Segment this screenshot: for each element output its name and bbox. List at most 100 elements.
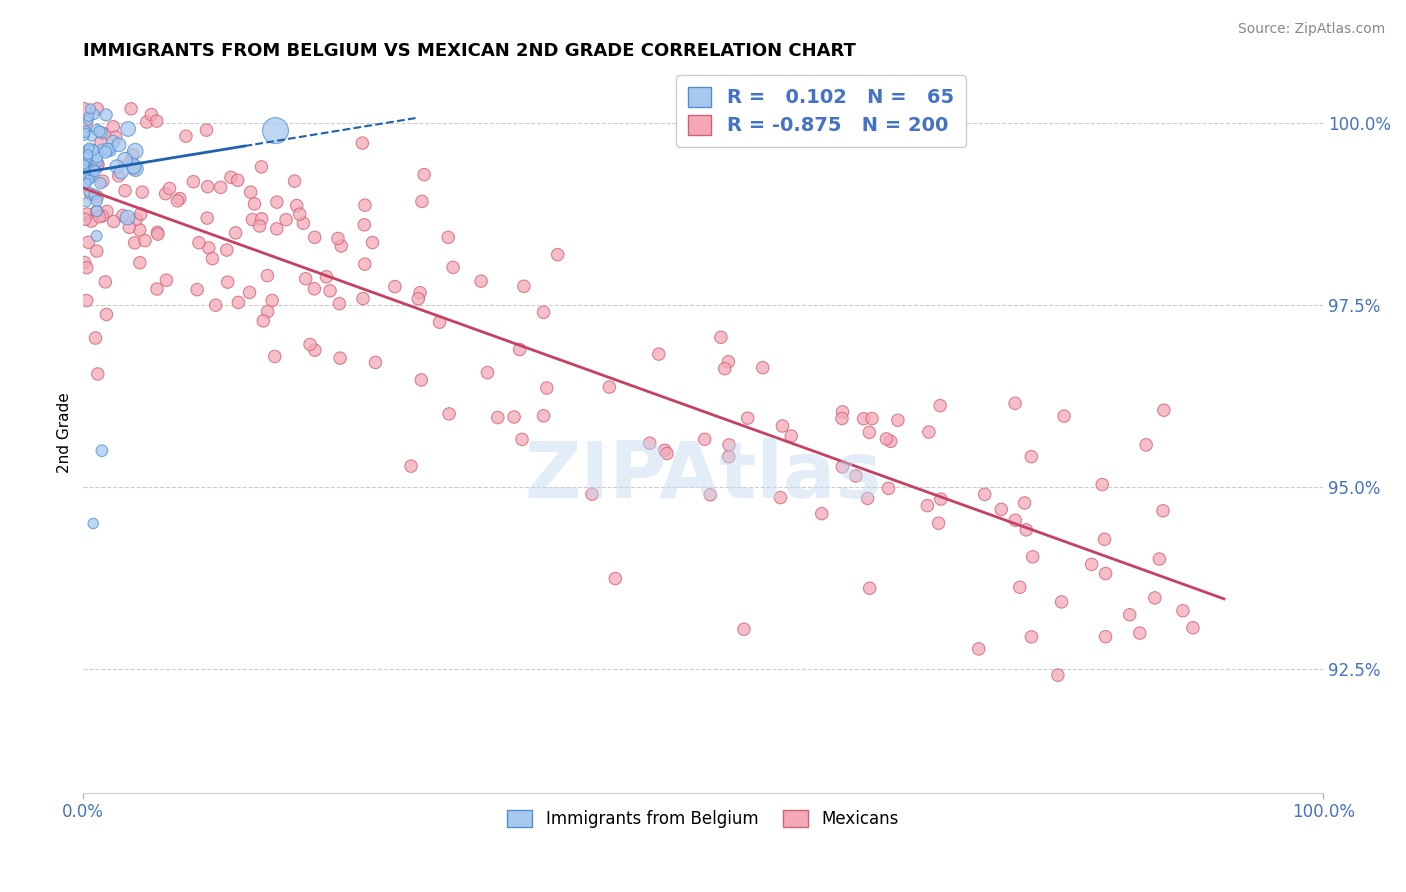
Point xyxy=(93,127,115,141)
Point xyxy=(217,275,239,289)
Point xyxy=(84,164,107,178)
Point xyxy=(90,126,112,140)
Point xyxy=(86,154,108,169)
Point xyxy=(215,243,238,257)
Point xyxy=(1050,595,1073,609)
Point xyxy=(80,129,103,144)
Point xyxy=(86,194,108,208)
Point xyxy=(437,407,460,421)
Point xyxy=(243,197,266,211)
Point xyxy=(77,142,100,156)
Point xyxy=(693,432,716,446)
Point xyxy=(166,194,188,208)
Point xyxy=(76,150,98,164)
Point xyxy=(73,168,96,182)
Point xyxy=(87,367,110,381)
Point xyxy=(86,160,108,174)
Point xyxy=(831,459,853,474)
Point xyxy=(75,143,97,157)
Point xyxy=(486,410,509,425)
Point xyxy=(186,283,208,297)
Point xyxy=(82,143,104,157)
Point xyxy=(330,239,353,253)
Point xyxy=(124,235,146,250)
Point xyxy=(77,110,100,124)
Point xyxy=(328,296,350,310)
Point xyxy=(141,107,163,121)
Point xyxy=(733,622,755,636)
Point xyxy=(503,409,526,424)
Point xyxy=(1008,580,1031,594)
Point xyxy=(103,214,125,228)
Point xyxy=(195,123,218,137)
Point xyxy=(155,186,177,201)
Point xyxy=(262,293,284,308)
Point xyxy=(326,231,349,245)
Point xyxy=(110,165,132,179)
Point xyxy=(352,292,374,306)
Point xyxy=(97,142,120,156)
Point xyxy=(250,211,273,226)
Point xyxy=(299,337,322,351)
Point xyxy=(384,279,406,293)
Point xyxy=(717,450,740,464)
Point xyxy=(509,343,531,357)
Point xyxy=(73,157,96,171)
Point xyxy=(77,173,100,187)
Point xyxy=(250,160,273,174)
Point xyxy=(75,161,97,176)
Point xyxy=(770,419,793,434)
Point xyxy=(86,244,108,258)
Point xyxy=(145,114,167,128)
Point xyxy=(856,491,879,506)
Point xyxy=(89,210,111,224)
Point xyxy=(80,167,103,181)
Point xyxy=(183,175,205,189)
Point xyxy=(209,180,232,194)
Point xyxy=(288,207,311,221)
Y-axis label: 2nd Grade: 2nd Grade xyxy=(58,392,72,473)
Point xyxy=(129,207,152,221)
Point xyxy=(91,209,114,223)
Point xyxy=(198,241,221,255)
Point xyxy=(831,405,853,419)
Point xyxy=(91,143,114,157)
Point xyxy=(294,271,316,285)
Point xyxy=(717,355,740,369)
Point xyxy=(353,218,375,232)
Point xyxy=(880,434,903,449)
Point xyxy=(169,192,191,206)
Point xyxy=(86,204,108,219)
Point xyxy=(264,123,287,137)
Point xyxy=(225,226,247,240)
Point xyxy=(352,136,374,150)
Point xyxy=(159,181,181,195)
Point xyxy=(146,227,169,242)
Point xyxy=(146,282,169,296)
Point xyxy=(77,147,100,161)
Point xyxy=(118,155,141,169)
Point xyxy=(364,355,387,369)
Point xyxy=(114,153,136,167)
Point xyxy=(1021,630,1043,644)
Point xyxy=(89,124,111,138)
Point xyxy=(973,487,995,501)
Point xyxy=(86,122,108,136)
Point xyxy=(117,122,139,136)
Point xyxy=(86,204,108,219)
Point xyxy=(77,185,100,199)
Point xyxy=(831,411,853,425)
Point xyxy=(128,223,150,237)
Point xyxy=(73,162,96,177)
Point xyxy=(510,433,533,447)
Point xyxy=(655,446,678,460)
Point xyxy=(266,222,288,236)
Point xyxy=(252,314,274,328)
Point xyxy=(875,432,897,446)
Point xyxy=(83,162,105,177)
Point xyxy=(1080,558,1102,572)
Point xyxy=(283,174,305,188)
Point xyxy=(79,187,101,202)
Point xyxy=(128,256,150,270)
Point xyxy=(852,411,875,425)
